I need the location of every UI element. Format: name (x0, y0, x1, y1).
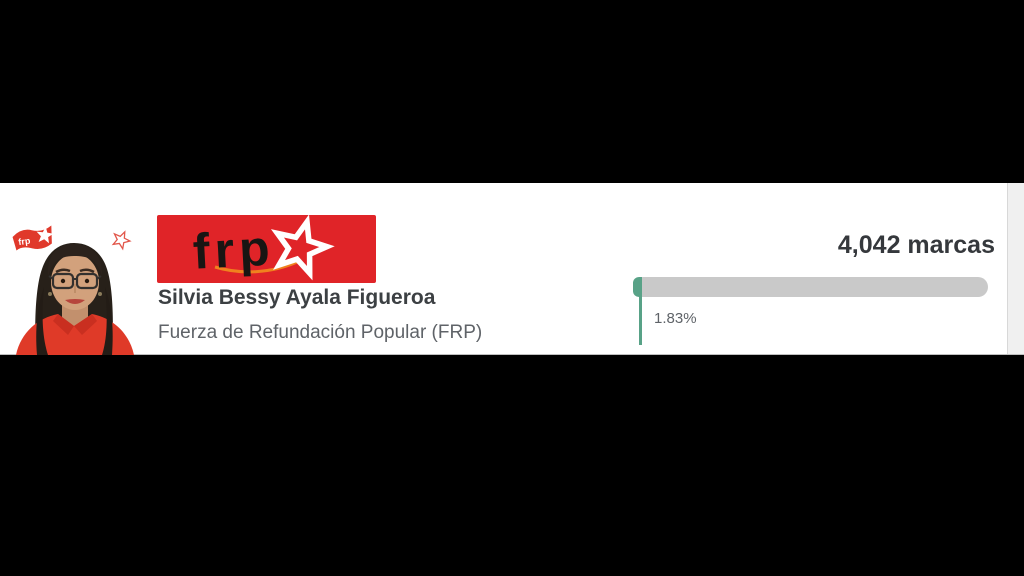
candidate-photo: frp (8, 211, 140, 355)
progress-fill (633, 277, 640, 297)
party-logo-swoosh (214, 260, 298, 274)
photo-flag-star-icon (36, 226, 54, 244)
party-logo-star-icon (270, 215, 335, 281)
party-logo-background (157, 215, 376, 283)
photo-flag-label: frp (18, 236, 32, 248)
progress-bar (633, 277, 988, 345)
progress-marker-line (639, 277, 643, 345)
photo-flag-icon: frp (12, 225, 54, 251)
letterbox-bottom (0, 355, 1024, 576)
result-card: frp frp Silvia Bessy Ayala Figueroa Fuer… (0, 183, 1024, 355)
party-name: Fuerza de Refundación Popular (FRP) (158, 322, 483, 343)
votes-count: 4,042 marcas (837, 231, 995, 259)
scrollbar-track[interactable] (1007, 183, 1024, 354)
candidate-name: Silvia Bessy Ayala Figueroa (158, 286, 436, 309)
party-logo-text: frp (192, 220, 276, 280)
percentage-label: 1.83% (654, 310, 697, 327)
party-logo: frp (157, 215, 376, 283)
letterbox-top (0, 0, 1024, 183)
glasses (48, 272, 102, 290)
photo-star-icon (111, 230, 132, 251)
